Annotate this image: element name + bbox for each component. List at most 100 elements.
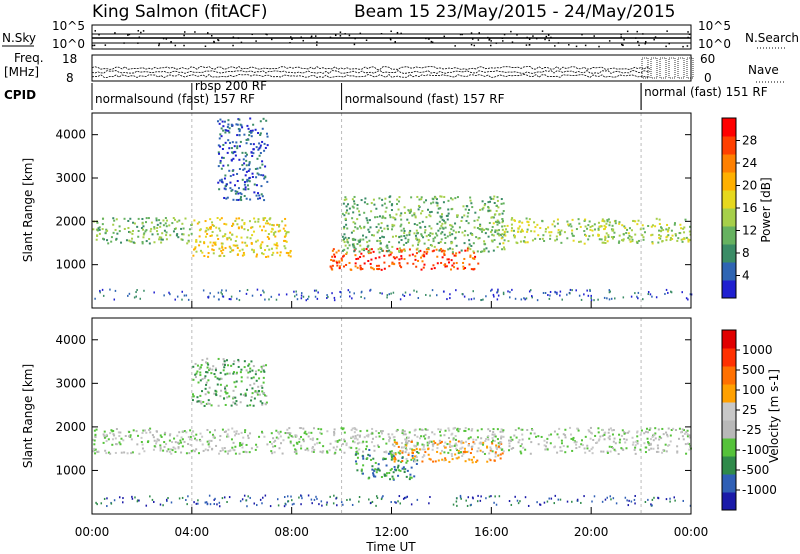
data-cell bbox=[473, 219, 476, 222]
data-cell bbox=[621, 239, 624, 242]
data-cell bbox=[393, 445, 396, 448]
data-cell bbox=[425, 199, 428, 202]
data-cell bbox=[316, 438, 319, 441]
near-range-cell bbox=[185, 294, 188, 297]
data-cell bbox=[538, 238, 541, 241]
data-cell bbox=[236, 145, 239, 148]
data-cell bbox=[266, 245, 269, 248]
data-cell bbox=[102, 237, 105, 240]
near-range-cell bbox=[477, 494, 479, 497]
near-range-cell bbox=[187, 298, 190, 301]
data-cell bbox=[116, 232, 119, 235]
data-cell bbox=[499, 457, 502, 460]
nsky-label: N.Sky bbox=[2, 31, 36, 45]
data-cell bbox=[583, 230, 586, 233]
data-cell bbox=[624, 441, 627, 444]
data-cell bbox=[348, 244, 351, 247]
data-cell bbox=[195, 433, 198, 436]
data-cell bbox=[354, 226, 357, 229]
data-cell bbox=[500, 237, 503, 240]
data-cell bbox=[248, 363, 251, 366]
data-cell bbox=[476, 459, 479, 462]
data-cell bbox=[106, 229, 109, 232]
data-cell bbox=[485, 247, 488, 250]
nsky-dot bbox=[550, 36, 552, 39]
data-cell bbox=[566, 445, 569, 448]
data-cell bbox=[93, 439, 96, 442]
near-range-cell bbox=[536, 299, 539, 302]
data-cell bbox=[172, 446, 175, 449]
data-cell bbox=[310, 431, 313, 434]
data-cell bbox=[388, 214, 391, 217]
near-range-cell bbox=[417, 297, 420, 300]
data-cell bbox=[274, 439, 277, 442]
data-cell bbox=[514, 429, 517, 432]
near-range-cell bbox=[375, 504, 377, 507]
data-cell bbox=[226, 435, 229, 438]
data-cell bbox=[480, 428, 483, 431]
data-cell bbox=[205, 361, 208, 364]
data-cell bbox=[208, 439, 211, 442]
data-cell bbox=[621, 429, 624, 432]
data-cell bbox=[403, 430, 406, 433]
near-range-cell bbox=[390, 501, 392, 504]
data-cell bbox=[680, 238, 683, 241]
data-cell bbox=[556, 433, 559, 436]
data-cell bbox=[544, 227, 547, 230]
data-cell bbox=[682, 429, 685, 432]
data-cell bbox=[205, 383, 208, 386]
data-cell bbox=[243, 162, 246, 165]
near-range-cell bbox=[269, 505, 272, 508]
data-cell bbox=[239, 401, 242, 404]
near-range-cell bbox=[472, 290, 474, 293]
data-cell bbox=[241, 446, 244, 449]
data-cell bbox=[414, 258, 417, 261]
data-cell bbox=[351, 243, 354, 246]
near-range-cell bbox=[604, 498, 607, 501]
data-cell bbox=[447, 427, 450, 430]
data-cell bbox=[366, 221, 369, 224]
data-cell bbox=[444, 457, 447, 460]
near-range-cell bbox=[459, 496, 462, 499]
data-cell bbox=[628, 234, 631, 237]
data-cell bbox=[423, 454, 426, 457]
near-range-cell bbox=[502, 293, 505, 296]
near-range-cell bbox=[470, 503, 472, 506]
near-range-cell bbox=[275, 298, 278, 301]
data-cell bbox=[604, 238, 607, 241]
colorbar-swatch bbox=[722, 208, 736, 227]
data-cell bbox=[398, 262, 401, 265]
near-range-cell bbox=[285, 293, 288, 296]
data-cell bbox=[641, 234, 644, 237]
data-cell bbox=[406, 459, 409, 462]
near-range-cell bbox=[525, 297, 528, 300]
data-cell bbox=[98, 226, 101, 229]
data-cell bbox=[214, 241, 217, 244]
data-cell bbox=[226, 238, 229, 241]
data-cell bbox=[411, 214, 414, 217]
data-cell bbox=[391, 223, 394, 226]
data-cell bbox=[398, 452, 401, 455]
data-cell bbox=[247, 434, 250, 437]
data-cell bbox=[226, 237, 229, 240]
data-cell bbox=[422, 435, 425, 438]
data-cell bbox=[447, 258, 450, 261]
nsearch-label: N.Search bbox=[745, 31, 799, 45]
data-cell bbox=[597, 439, 600, 442]
data-cell bbox=[273, 243, 276, 246]
data-cell bbox=[263, 199, 266, 202]
near-range-cell bbox=[653, 496, 655, 499]
data-cell bbox=[207, 449, 210, 452]
data-cell bbox=[389, 452, 392, 455]
data-cell bbox=[214, 243, 217, 246]
data-cell bbox=[656, 444, 659, 447]
data-cell bbox=[597, 229, 600, 232]
near-range-cell bbox=[559, 294, 561, 297]
near-range-cell bbox=[665, 498, 668, 501]
data-cell bbox=[370, 248, 373, 251]
data-cell bbox=[416, 443, 419, 446]
nsky-dot bbox=[240, 41, 243, 44]
data-cell bbox=[268, 248, 271, 251]
data-cell bbox=[405, 438, 408, 441]
near-range-cell bbox=[317, 291, 319, 294]
